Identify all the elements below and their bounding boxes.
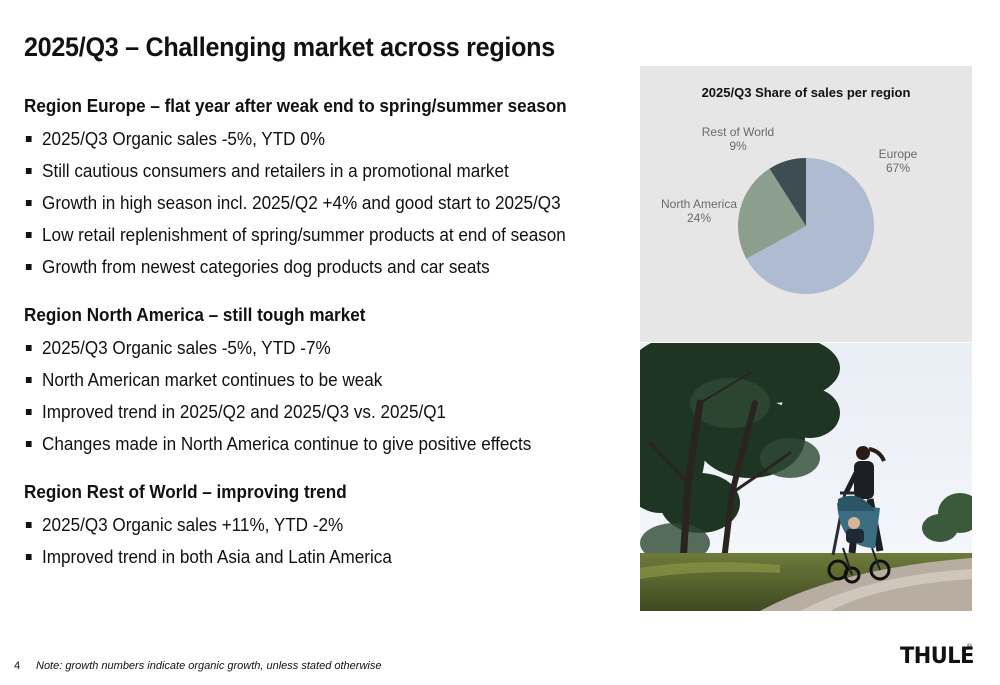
pie-slices (737, 158, 874, 294)
bullet-item: Low retail replenishment of spring/summe… (24, 219, 594, 251)
bullet-item: Growth from newest categories dog produc… (24, 251, 594, 283)
region-north-america-section: Region North America – still tough marke… (24, 305, 624, 460)
slide-title: 2025/Q3 – Challenging market across regi… (24, 32, 555, 62)
region-europe-section: Region Europe – flat year after weak end… (24, 96, 624, 283)
region-rest-of-world-section: Region Rest of World – improving trend 2… (24, 482, 624, 573)
page-number: 4 (14, 660, 21, 672)
photo-illustration (640, 343, 972, 611)
bullet-list: 2025/Q3 Organic sales -5%, YTD -7% North… (24, 332, 624, 460)
pie-label-north-america: North America 24% (661, 197, 737, 225)
section-heading: Region Rest of World – improving trend (24, 482, 347, 502)
woman-jogging-with-stroller-photo (640, 343, 972, 611)
bullet-item: Still cautious consumers and retailers i… (24, 155, 594, 187)
bullet-item: Changes made in North America continue t… (24, 428, 594, 460)
pie-labels: Europe 67% North America 24% Rest of World 9% (661, 125, 918, 225)
content-column: Region Europe – flat year after weak end… (24, 96, 624, 595)
pie-slice-rest-of-world (769, 158, 806, 226)
pie-label-europe: Europe 67% (879, 147, 918, 175)
bullet-item: 2025/Q3 Organic sales -5%, YTD -7% (24, 332, 594, 364)
thule-logo: THULE ® (900, 644, 974, 670)
bullet-list: 2025/Q3 Organic sales +11%, YTD -2% Impr… (24, 509, 624, 573)
bullet-item: North American market continues to be we… (24, 364, 594, 396)
bullet-item: Growth in high season incl. 2025/Q2 +4% … (24, 187, 594, 219)
bullet-item: Improved trend in 2025/Q2 and 2025/Q3 vs… (24, 396, 594, 428)
pie-slice-europe (746, 158, 874, 294)
chart-title: 2025/Q3 Share of sales per region (702, 85, 911, 100)
logo-text: THULE (900, 644, 974, 669)
pie-chart-svg: 2025/Q3 Share of sales per region Europe… (661, 85, 918, 294)
section-heading: Region North America – still tough marke… (24, 305, 366, 325)
footnote: Note: growth numbers indicate organic gr… (36, 660, 382, 672)
bullet-list: 2025/Q3 Organic sales -5%, YTD 0% Still … (24, 123, 624, 283)
bullet-item: 2025/Q3 Organic sales -5%, YTD 0% (24, 123, 594, 155)
bullet-item: Improved trend in both Asia and Latin Am… (24, 541, 594, 573)
pie-slice-north-america (737, 168, 806, 259)
pie-label-rest-of-world: Rest of World 9% (702, 125, 774, 153)
registered-mark-icon: ® (966, 644, 972, 651)
sales-share-pie-chart: 2025/Q3 Share of sales per region Europe… (640, 66, 972, 342)
section-heading: Region Europe – flat year after weak end… (24, 96, 567, 116)
bullet-item: 2025/Q3 Organic sales +11%, YTD -2% (24, 509, 594, 541)
